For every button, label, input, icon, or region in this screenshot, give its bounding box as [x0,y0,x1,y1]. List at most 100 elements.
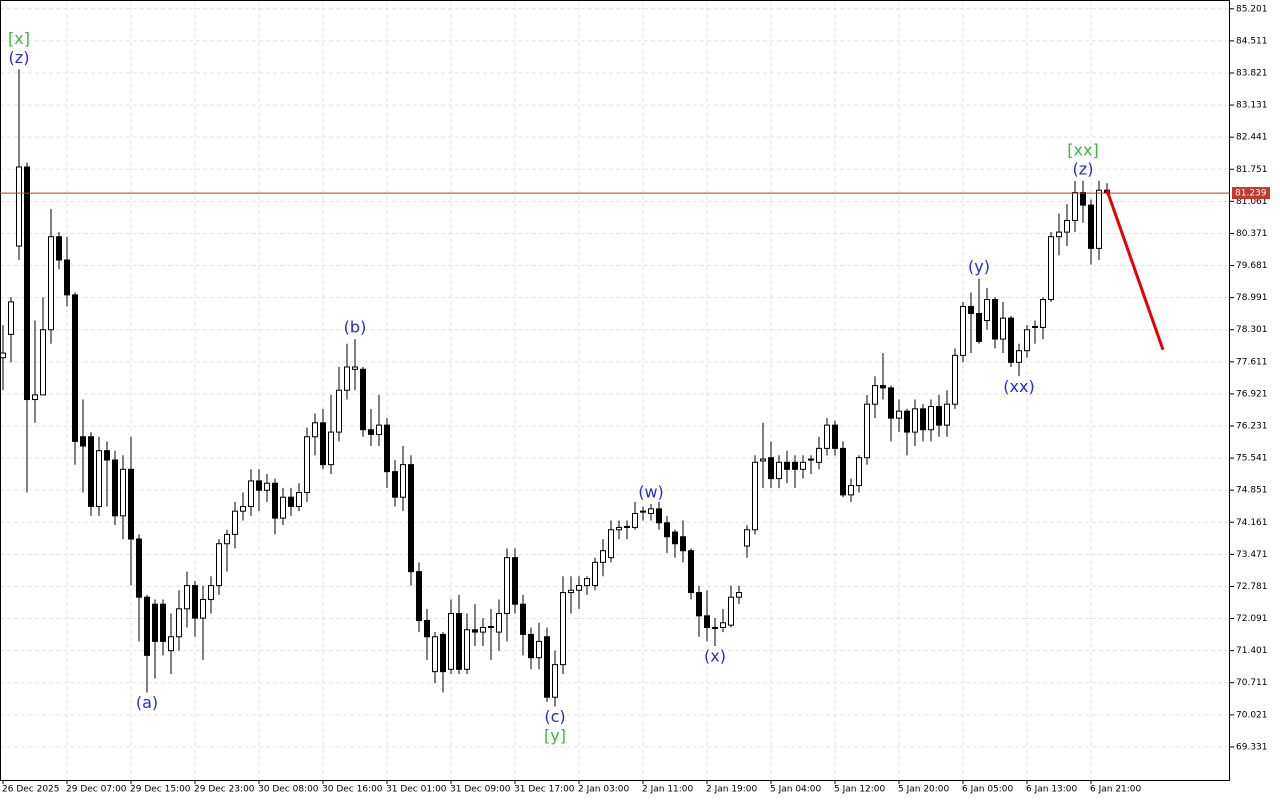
wave-label: (z) [1073,159,1094,178]
y-tick-label: 70.021 [1236,710,1268,720]
candle-body [24,166,30,401]
candle-body [432,636,438,673]
candle-body [240,506,246,512]
candle-body [928,406,934,431]
candle-body [144,596,150,656]
x-tick-label: 30 Dec 16:00 [322,785,383,795]
candle-body [784,461,790,470]
candle-body [136,538,142,598]
candle-body [808,458,814,461]
candle-body [1040,299,1046,328]
candle-body [400,464,406,498]
candle-body [472,629,478,633]
candle-body [744,529,750,547]
candle-body [968,306,974,314]
candle-body [360,368,366,431]
candle-body [712,626,718,629]
candle-body [512,557,518,605]
wave-label: (b) [344,318,367,337]
y-tick-label: 79.681 [1236,261,1268,271]
y-tick-label: 74.161 [1236,518,1268,528]
y-tick-label: 76.231 [1236,422,1268,432]
y-tick-label: 83.131 [1236,101,1268,111]
x-tick-label: 2 Jan 11:00 [642,785,694,795]
candle-body [424,619,430,638]
candle-body [392,471,398,498]
candle-body [696,592,702,617]
candle-body [416,571,422,621]
wave-label: (xx) [1003,377,1034,396]
y-tick-label: 85.201 [1236,4,1268,14]
candle-body [616,526,622,531]
forecast-line [1105,189,1165,351]
x-tick-label: 6 Jan 21:00 [1090,785,1142,795]
x-tick-label: 5 Jan 20:00 [898,785,950,795]
candle-body [600,550,606,563]
candle-body [848,485,854,496]
y-tick-label: 72.781 [1236,582,1268,592]
candle-body [288,496,294,508]
x-tick-label: 30 Dec 08:00 [258,785,319,795]
candle-body [736,592,742,598]
wave-label: (a) [136,693,158,712]
candle-body [408,464,414,573]
y-tick-label: 84.511 [1236,36,1268,46]
candle-body [704,615,710,628]
wave-label: (c) [544,707,565,726]
candle-body [384,424,390,473]
candle-body [576,585,582,591]
candle-body [176,608,182,638]
candle-body [40,329,46,396]
candle-body [632,512,638,528]
candle-body [312,422,318,438]
candle-body [1008,317,1014,363]
candle-body [1072,192,1078,221]
candle-body [856,457,862,487]
candle-body [352,366,358,370]
candle-body [960,306,966,356]
candle-body [1032,326,1038,329]
candle-body [688,550,694,594]
candle-body [8,301,14,335]
candle-body [280,496,286,519]
candle-body [80,436,86,447]
candle-body [952,354,958,405]
x-tick-label: 6 Jan 13:00 [1026,785,1078,795]
candle-body [648,508,654,514]
x-tick-label: 29 Dec 15:00 [130,785,191,795]
candle-body [944,403,950,426]
candle-body [184,585,190,610]
candle-body [864,403,870,459]
y-tick-label: 82.441 [1236,133,1268,143]
candle-body [896,410,902,419]
candle-body [128,468,134,540]
candle-body [768,457,774,480]
candle-body [248,480,254,508]
candle-body [544,636,550,698]
x-tick-label: 31 Dec 17:00 [514,785,575,795]
candle-body [480,626,486,633]
candle-body [560,592,566,666]
plot-frame [0,0,1230,781]
candle-body [584,578,590,587]
y-tick-label: 70.711 [1236,678,1268,688]
candle-body [752,461,758,531]
candle-body [320,422,326,466]
x-tick-label: 2 Jan 03:00 [578,785,630,795]
candle-body [112,459,118,517]
candle-body [264,482,270,491]
candle-body [728,596,734,626]
x-tick-label: 6 Jan 05:00 [962,785,1014,795]
y-tick-label: 73.471 [1236,550,1268,560]
candle-body [1000,317,1006,340]
candle-body [64,259,70,296]
x-tick-label: 2 Jan 19:00 [706,785,758,795]
candle-body [104,450,110,461]
candle-body [976,312,982,342]
candle-body [328,431,334,466]
wave-label: [x] [8,29,30,48]
candle-body [912,408,918,433]
wave-label: [xx] [1067,140,1098,159]
x-tick-label: 5 Jan 12:00 [834,785,886,795]
